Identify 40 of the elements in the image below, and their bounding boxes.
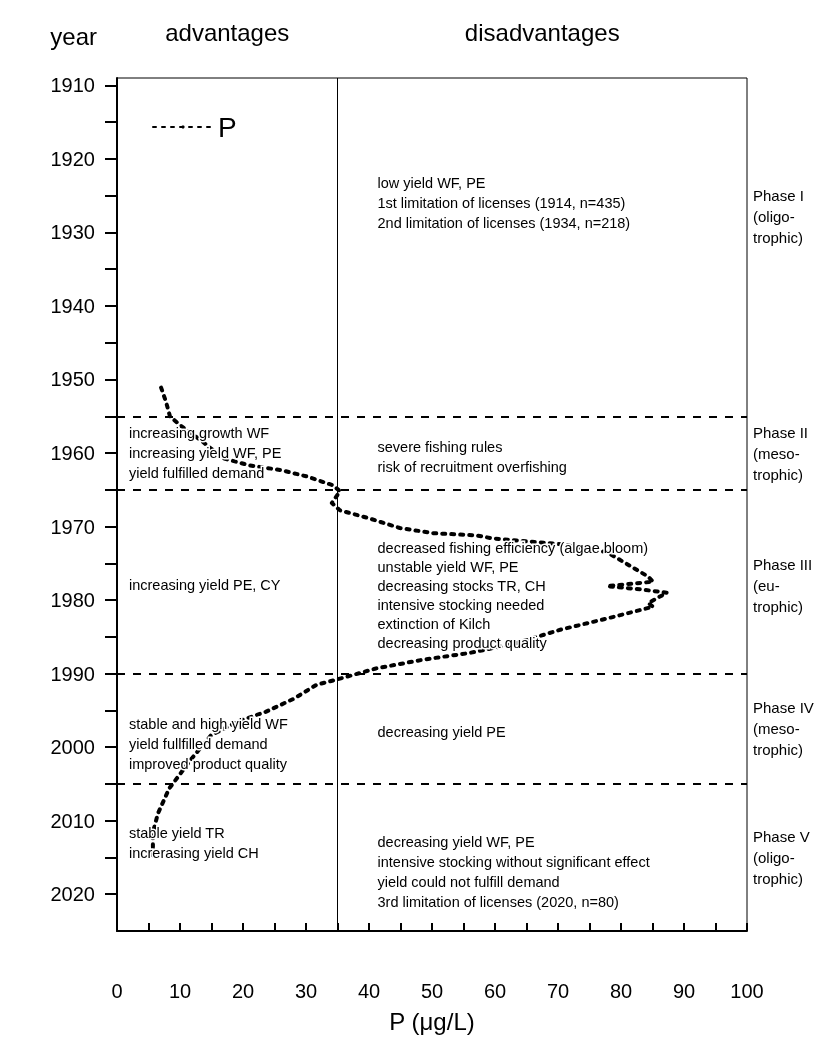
x-tick-label: 30 (294, 980, 318, 1002)
text: Phase II (meso- trophic) (753, 423, 809, 483)
y-tick-label: 1910 (50, 74, 95, 97)
x-tick-label: 0 (111, 980, 123, 1002)
x-tick-label: 70 (546, 980, 570, 1002)
y-tick-label: 1960 (50, 442, 95, 465)
x-tick-label: 100 (730, 980, 764, 1002)
text: advantages (165, 18, 290, 46)
y-tick-label: 1980 (50, 589, 95, 612)
y-axis-title: year (50, 22, 98, 50)
text: Phase I (oligo- trophic) (753, 187, 804, 247)
annotation: low yield WF, PE 1st limitation of licenses (1914, n=435) 2nd limitation of licenses (1934, n=218) (377, 175, 631, 232)
legend-label: P (218, 111, 237, 143)
y-tick-label: 1930 (50, 221, 95, 244)
annotation: severe fishing rules risk of recruitment overfishing (377, 438, 567, 475)
y-tick-label: 1950 (50, 368, 95, 391)
x-tick-label: 80 (609, 980, 633, 1002)
text: Phase V (oligo- trophic) (753, 827, 810, 887)
text: Phase IV (meso- trophic) (753, 699, 814, 759)
annotation: decreasing yield PE (377, 724, 506, 741)
x-tick-label: 50 (420, 980, 444, 1002)
y-tick-label: 2000 (50, 736, 95, 759)
y-tick-label: 1940 (50, 294, 95, 317)
x-tick-label: 20 (231, 980, 255, 1002)
annotation: stable yield TR increrasing yield CH (129, 824, 259, 861)
annotation: decreasing yield WF, PE intensive stocking without significant effect yield could not fulfill demand 3rd limitation of licenses (2020, n=80) (377, 834, 650, 911)
y-tick-label: 1920 (50, 147, 95, 170)
y-tick-label: 1970 (50, 515, 95, 538)
y-tick-label: 2010 (50, 809, 95, 832)
y-tick-label: 1990 (50, 662, 95, 685)
x-tick-label: 10 (168, 980, 192, 1002)
x-tick-label: 90 (672, 980, 696, 1002)
y-tick-label: 2020 (50, 883, 95, 906)
x-axis-title: P (μg/L) (389, 1007, 475, 1035)
text: disadvantages (464, 18, 620, 46)
annotation: increasing yield PE, CY (129, 577, 281, 594)
x-tick-label: 60 (483, 980, 507, 1002)
x-tick-label: 40 (357, 980, 381, 1002)
annotation: stable and high yield WF yield fullfilled demand improved product quality (129, 716, 288, 773)
text: Phase III (eu- trophic) (753, 555, 813, 615)
